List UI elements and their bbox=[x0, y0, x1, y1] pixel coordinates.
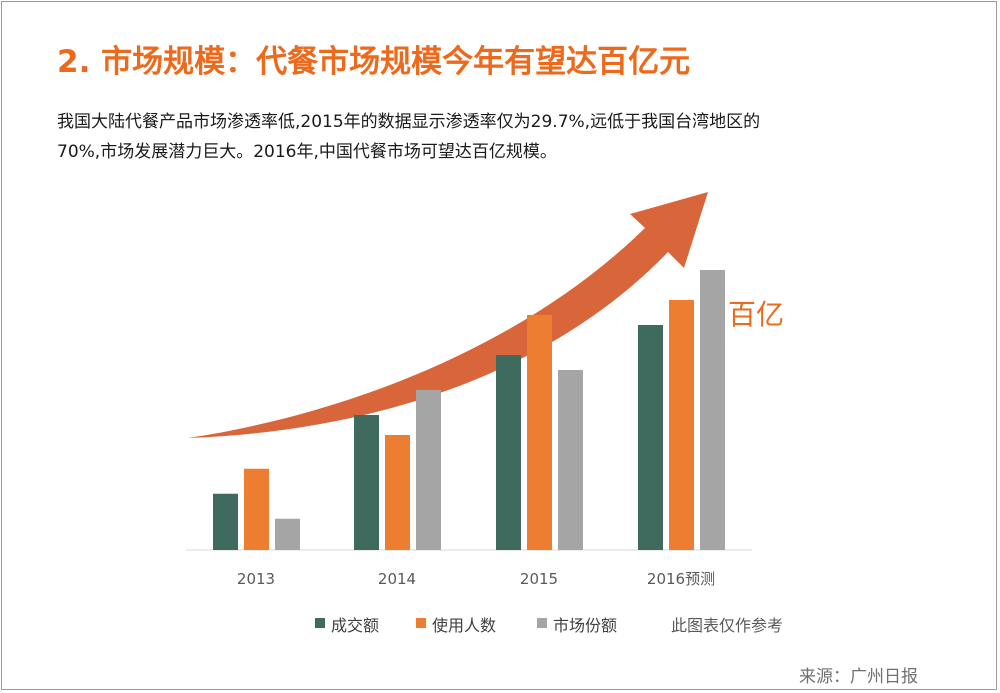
x-tick-label: 2016预测 bbox=[647, 570, 715, 588]
bar-2014-市场份额 bbox=[416, 390, 441, 550]
bar-marks bbox=[213, 270, 725, 550]
bar-2013-市场份额 bbox=[275, 518, 300, 550]
x-axis-labels: 2013 2014 2015 2016预测 bbox=[237, 570, 715, 588]
bar-2013-成交额 bbox=[213, 493, 238, 550]
trend-arrow bbox=[188, 192, 708, 438]
x-tick-label: 2014 bbox=[378, 570, 416, 588]
description-line-2: 70%,市场发展潜力巨大。2016年,中国代餐市场可望达百亿规模。 bbox=[57, 142, 557, 162]
bar-2016预测-成交额 bbox=[638, 325, 663, 550]
description-line-1: 我国大陆代餐产品市场渗透率低,2015年的数据显示渗透率仅为29.7%,远低于我… bbox=[57, 112, 761, 132]
legend-note: 此图表仅作参考 bbox=[671, 616, 783, 635]
bar-2013-使用人数 bbox=[244, 468, 269, 550]
chart-annotation: 百亿 bbox=[728, 298, 784, 331]
bar-2016预测-市场份额 bbox=[700, 270, 725, 550]
legend-swatch bbox=[537, 618, 547, 628]
legend-label: 使用人数 bbox=[432, 616, 496, 635]
x-tick-label: 2013 bbox=[237, 570, 275, 588]
chart-legend: 成交额 使用人数 市场份额 bbox=[315, 616, 617, 635]
description-paragraph: 我国大陆代餐产品市场渗透率低,2015年的数据显示渗透率仅为29.7%,远低于我… bbox=[57, 107, 937, 167]
bar-2014-成交额 bbox=[354, 415, 379, 550]
bar-2015-成交额 bbox=[496, 355, 521, 550]
bar-2015-市场份额 bbox=[558, 370, 583, 550]
x-tick-label: 2015 bbox=[520, 570, 558, 588]
source-credit: 来源：广州日报 bbox=[799, 667, 918, 687]
legend-swatch bbox=[416, 618, 426, 628]
bar-2015-使用人数 bbox=[527, 315, 552, 550]
bar-2016预测-使用人数 bbox=[669, 300, 694, 550]
legend-label: 市场份额 bbox=[553, 616, 617, 635]
slide-title: 2. 市场规模：代餐市场规模今年有望达百亿元 bbox=[57, 44, 691, 80]
bar-2014-使用人数 bbox=[385, 435, 410, 550]
legend-label: 成交额 bbox=[331, 616, 379, 635]
legend-swatch bbox=[315, 618, 325, 628]
